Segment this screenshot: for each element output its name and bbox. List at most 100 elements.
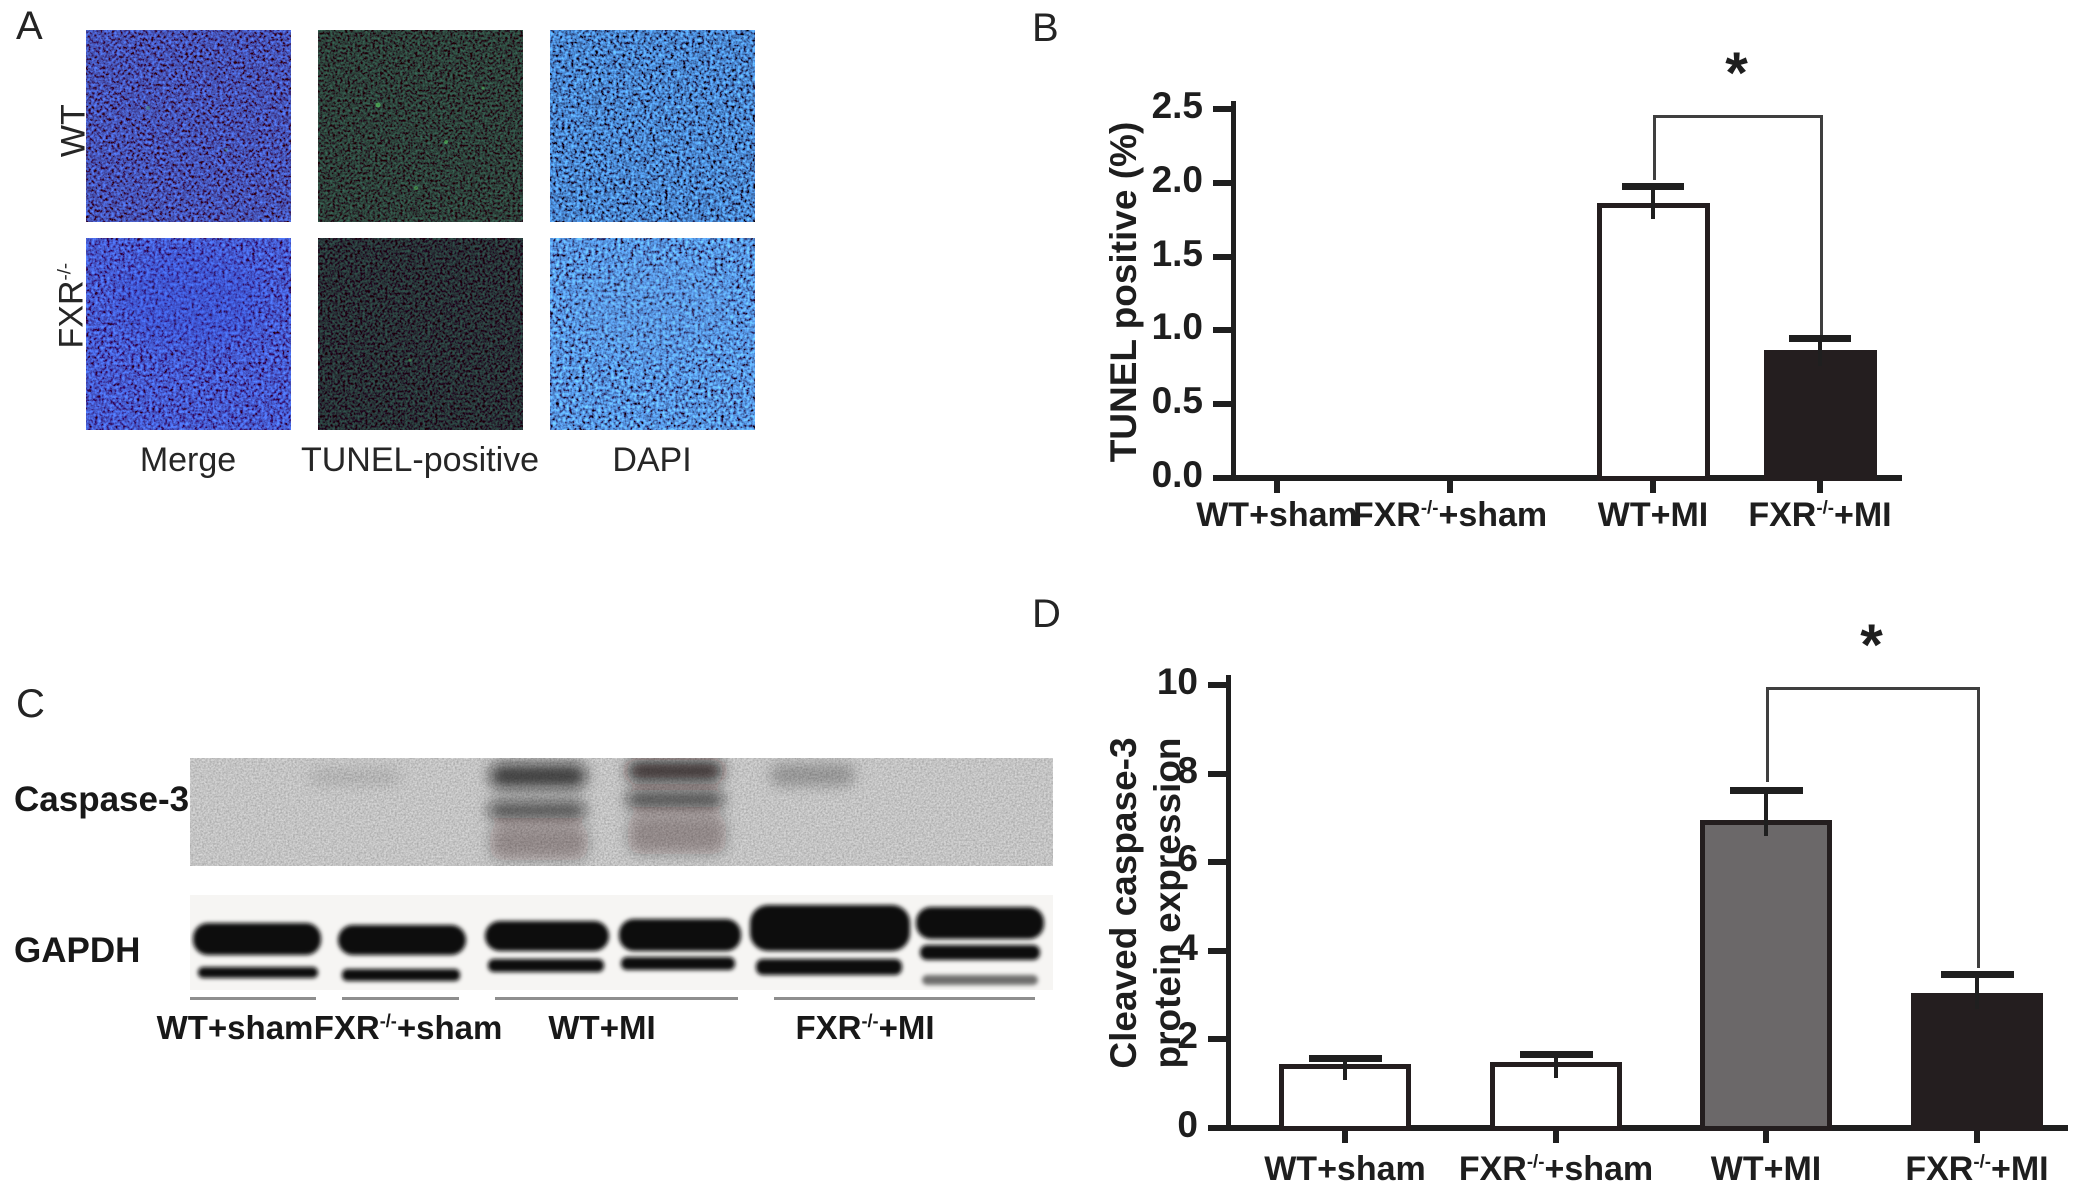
tunel-bar-3 bbox=[1763, 349, 1877, 481]
panel-a-col-label-tunel: TUNEL-positive bbox=[300, 441, 540, 479]
lane-underline-3 bbox=[495, 997, 738, 1000]
cleaved-caspase3-xtick-3 bbox=[1974, 1131, 1980, 1143]
tunel-xtick-2 bbox=[1650, 481, 1656, 493]
tunel-ytick-0.0 bbox=[1213, 475, 1233, 481]
micrograph-fxr-merge bbox=[86, 238, 291, 430]
gapdh-bands bbox=[193, 905, 1044, 985]
caspase3-bands bbox=[310, 760, 855, 860]
panel-d-label: D bbox=[1032, 592, 1061, 636]
cleaved-caspase3-ytick-label-10: 10 bbox=[1156, 661, 1198, 702]
tunel-ytick-label-1.5: 1.5 bbox=[1151, 232, 1203, 274]
gapdh-blot bbox=[190, 895, 1053, 990]
cleaved-caspase3-y-axis bbox=[1226, 675, 1231, 1128]
cleaved-caspase3-error-line-3 bbox=[1975, 974, 1979, 1009]
micrograph-wt-merge bbox=[86, 30, 291, 222]
lane-label-text: FXR bbox=[313, 1009, 380, 1046]
micrograph-fxr-tunel bbox=[318, 238, 523, 430]
tunel-error-line-3 bbox=[1818, 337, 1822, 366]
micrograph-wt-dapi bbox=[550, 30, 755, 222]
cleaved-caspase3-sig-star: * bbox=[1860, 613, 1883, 679]
tunel-ytick-1.5 bbox=[1213, 253, 1233, 260]
caspase3-blot-label: Caspase-3 bbox=[14, 780, 190, 819]
cleaved-caspase3-error-cap-0 bbox=[1308, 1055, 1382, 1062]
lane-label-text: WT+MI bbox=[548, 1009, 656, 1046]
lane-label-text: WT+sham bbox=[156, 1009, 314, 1046]
cleaved-caspase3-x-axis bbox=[1226, 1125, 2068, 1131]
cleaved-caspase3-ytick-2 bbox=[1208, 1036, 1228, 1043]
panel-a-row-label-fxr: FXR-/- bbox=[44, 226, 91, 386]
tunel-ytick-0.5 bbox=[1213, 401, 1233, 408]
tunel-sig-bracket-top bbox=[1653, 114, 1823, 118]
lane-label-rest: +MI bbox=[878, 1009, 935, 1046]
tunel-ytick-label-1.0: 1.0 bbox=[1151, 306, 1203, 348]
cleaved-caspase3-error-cap-1 bbox=[1519, 1050, 1593, 1058]
lane-underline-2 bbox=[342, 997, 459, 1000]
tunel-ytick-label-2.0: 2.0 bbox=[1151, 158, 1203, 200]
lane-label-sup: -/- bbox=[379, 1011, 397, 1031]
cleaved-caspase3-y-axis-title: Cleaved caspase-3 protein expression bbox=[1103, 737, 1188, 1069]
cleaved-caspase3-ytick-label-8: 8 bbox=[1177, 749, 1198, 791]
tunel-error-cap-2 bbox=[1622, 182, 1684, 190]
cleaved-caspase3-category-label-0: WT+sham bbox=[1264, 1150, 1426, 1188]
lane-underline-4 bbox=[774, 997, 1035, 1000]
tunel-y-axis bbox=[1231, 101, 1236, 478]
panel-a-label: A bbox=[16, 4, 43, 48]
gapdh-blot-label: GAPDH bbox=[14, 931, 141, 970]
cleaved-caspase3-ytick-label-0: 0 bbox=[1177, 1104, 1198, 1145]
cleaved-caspase3-bar-3 bbox=[1911, 992, 2043, 1131]
cleaved-caspase3-ytick-label-4: 4 bbox=[1177, 926, 1198, 968]
panel-a-col-label-merge: Merge bbox=[139, 441, 237, 479]
caspase3-blot bbox=[190, 758, 1053, 866]
cleaved-caspase3-ytick-10 bbox=[1208, 682, 1228, 688]
tunel-sig-bracket-left bbox=[1653, 114, 1656, 180]
tunel-ytick-label-2.5: 2.5 bbox=[1151, 85, 1203, 126]
cleaved-caspase3-xtick-1 bbox=[1553, 1131, 1559, 1143]
tunel-error-cap-3 bbox=[1789, 334, 1851, 342]
tunel-xtick-1 bbox=[1447, 481, 1453, 493]
tunel-x-axis bbox=[1231, 475, 1902, 481]
tunel-ytick-label-0.5: 0.5 bbox=[1151, 380, 1203, 422]
cleaved-caspase3-category-label-1: FXR-/-+sham bbox=[1458, 1150, 1654, 1188]
cleaved-caspase3-sig-bracket-top bbox=[1766, 687, 1980, 691]
lane-label-fxr-sham: FXR-/-+sham bbox=[313, 1009, 503, 1046]
tunel-y-axis-title: TUNEL positive (%) bbox=[1103, 121, 1144, 463]
cleaved-caspase3-ytick-6 bbox=[1208, 859, 1228, 866]
cleaved-caspase3-xtick-2 bbox=[1763, 1131, 1769, 1143]
micrograph-fxr-dapi bbox=[550, 238, 755, 430]
cleaved-caspase3-ytick-8 bbox=[1208, 770, 1228, 777]
tunel-ytick-2.5 bbox=[1213, 106, 1233, 112]
cleaved-caspase3-sig-bracket-left bbox=[1766, 687, 1769, 783]
cleaved-caspase3-bar-2 bbox=[1700, 820, 1832, 1131]
row-label-sup: -/- bbox=[53, 262, 75, 281]
micrograph-wt-tunel bbox=[318, 30, 523, 222]
lane-label-rest: +sham bbox=[396, 1009, 503, 1046]
row-label-text: FXR bbox=[52, 280, 91, 349]
tunel-ytick-1.0 bbox=[1213, 327, 1233, 334]
cleaved-caspase3-error-cap-2 bbox=[1729, 786, 1803, 794]
tunel-sig-bracket-right bbox=[1820, 114, 1823, 335]
tunel-sig-star: * bbox=[1725, 40, 1748, 106]
lane-label-wt-mi: WT+MI bbox=[548, 1009, 656, 1046]
tunel-xtick-0 bbox=[1274, 481, 1280, 493]
tunel-xtick-3 bbox=[1817, 481, 1823, 493]
cleaved-caspase3-ytick-0 bbox=[1208, 1125, 1228, 1131]
lane-label-sup: -/- bbox=[861, 1011, 879, 1031]
lane-underline-1 bbox=[190, 997, 316, 1000]
tunel-ytick-label-0.0: 0.0 bbox=[1151, 454, 1203, 495]
cleaved-caspase3-ytick-label-6: 6 bbox=[1177, 838, 1198, 880]
tunel-ytick-2.0 bbox=[1213, 179, 1233, 186]
lane-label-wt-sham: WT+sham bbox=[156, 1009, 314, 1046]
tunel-bar-2 bbox=[1596, 203, 1710, 481]
panel-c-label: C bbox=[16, 682, 45, 726]
tunel-category-label-3: FXR-/-+MI bbox=[1748, 496, 1892, 534]
cleaved-caspase3-error-line-1 bbox=[1554, 1053, 1558, 1078]
cleaved-caspase3-ytick-label-2: 2 bbox=[1177, 1015, 1198, 1057]
lane-label-text: FXR bbox=[795, 1009, 862, 1046]
tunel-error-line-2 bbox=[1651, 185, 1655, 220]
lane-label-fxr-mi: FXR-/-+MI bbox=[795, 1009, 935, 1046]
cleaved-caspase3-xtick-0 bbox=[1342, 1131, 1348, 1143]
panel-a-col-label-dapi: DAPI bbox=[612, 441, 692, 479]
tunel-category-label-0: WT+sham bbox=[1196, 496, 1358, 534]
tunel-category-label-2: WT+MI bbox=[1597, 496, 1709, 534]
